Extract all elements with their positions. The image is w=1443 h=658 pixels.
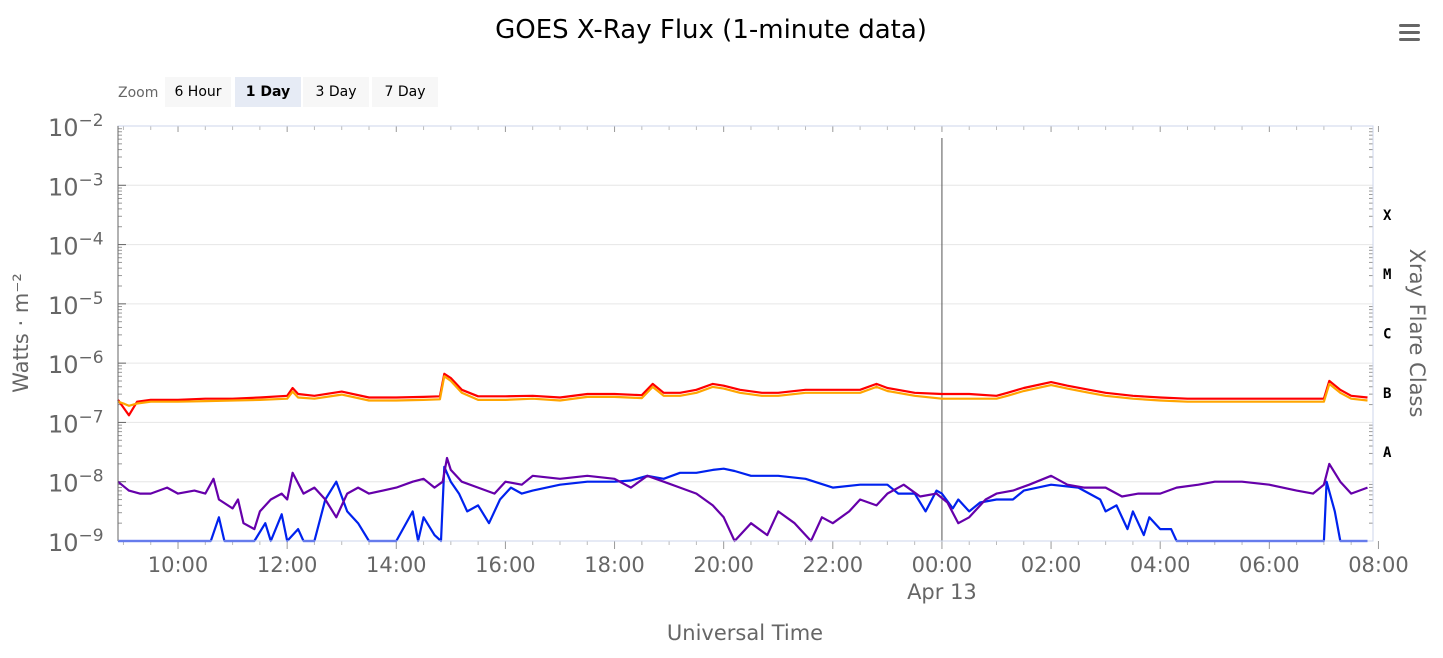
y-axis-title: Watts · m⁻² [9, 273, 33, 393]
chart-title: GOES X-Ray Flux (1-minute data) [495, 15, 927, 45]
zoom-label: Zoom [118, 85, 158, 101]
x-tick-label: 00:00 [912, 553, 973, 577]
series-line [117, 456, 1368, 543]
plot-background [118, 126, 1373, 541]
flare-class-label: C [1383, 327, 1391, 343]
flare-class-labels: X M C B A [1383, 208, 1392, 461]
y2-axis-title: Xray Flare Class [1405, 249, 1429, 418]
x-tick-label: 12:00 [257, 553, 318, 577]
series-line [117, 375, 1368, 407]
zoom-button-3-day[interactable]: 3 Day [303, 77, 369, 107]
x-axis-title: Universal Time [667, 621, 823, 645]
y-tick-label: 10−6 [48, 348, 104, 379]
x-tick-label: 08:00 [1348, 553, 1409, 577]
x-tick-label: 18:00 [584, 553, 645, 577]
x-tick-label: 10:00 [148, 553, 209, 577]
plot-grid [118, 125, 1379, 549]
zoom-button-bg [372, 77, 438, 107]
flare-class-label: B [1383, 386, 1391, 402]
series-line [118, 465, 1368, 543]
zoom-button-label: 7 Day [384, 84, 425, 100]
y-tick-label: 10−4 [48, 230, 104, 261]
x-axis-ticks: 10:00 12:00 14:00 16:00 18:00 20:00 22:00 00:00… [148, 553, 1409, 604]
y-axis-ticks: 10−2 10−3 10−4 10−5 10−6 10−7 10−8 10−9 [48, 111, 104, 557]
zoom-buttons: 6 Hour 1 Day 3 Day 7 Day [165, 77, 438, 107]
x-tick-label: 22:00 [803, 553, 864, 577]
y-tick-label: 10−7 [48, 407, 104, 438]
flare-class-label: A [1383, 445, 1392, 461]
series-line [117, 372, 1368, 417]
plot-frame [117, 125, 1374, 542]
x-tick-label: 16:00 [475, 553, 536, 577]
y-tick-label: 10−3 [48, 170, 104, 201]
x-tick-label: 04:00 [1130, 553, 1191, 577]
flare-class-label: M [1383, 267, 1391, 283]
flare-class-label: X [1383, 208, 1392, 224]
zoom-button-1-day[interactable]: 1 Day [235, 77, 301, 107]
zoom-button-label: 1 Day [246, 84, 290, 100]
plot-series [117, 372, 1368, 543]
y-tick-label: 10−2 [48, 111, 104, 142]
zoom-button-bg [165, 77, 231, 107]
y-tick-label: 10−5 [48, 289, 104, 320]
x-tick-label: 20:00 [693, 553, 754, 577]
y-tick-label: 10−8 [48, 467, 104, 498]
zoom-button-bg [235, 77, 301, 107]
zoom-button-label: 3 Day [315, 84, 356, 100]
zoom-button-6-hour[interactable]: 6 Hour [165, 77, 231, 107]
y-tick-label: 10−9 [48, 526, 104, 557]
hamburger-menu-icon[interactable] [1394, 18, 1426, 46]
zoom-button-label: 6 Hour [174, 84, 221, 100]
x-tick-label: 06:00 [1239, 553, 1300, 577]
x-tick-label: 02:00 [1021, 553, 1082, 577]
zoom-button-7-day[interactable]: 7 Day [372, 77, 438, 107]
x-tick-label: 14:00 [366, 553, 427, 577]
x-tick-sublabel: Apr 13 [907, 580, 977, 604]
zoom-button-bg [303, 77, 369, 107]
